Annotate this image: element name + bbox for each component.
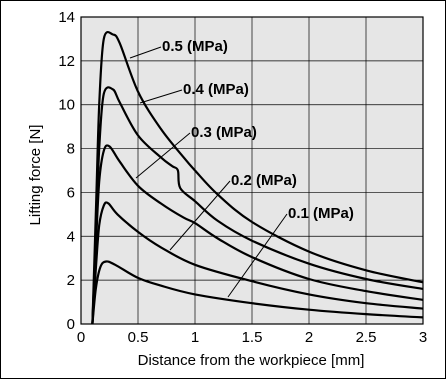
series-line-2 [91,144,424,325]
label-leaders [129,46,288,298]
series-label-0.4-mpa: 0.4 (MPa) [183,81,249,98]
y-tick-label: 8 [67,141,75,158]
y-tick-label: 2 [67,272,75,289]
x-tick-labels: 0 0.5 1 1.5 2 2.5 3 [77,329,427,346]
series-line-0 [91,30,424,325]
series-line-4 [91,260,424,325]
x-tick-label: 2.5 [356,329,377,346]
x-tick-label: 0 [77,329,85,346]
grid-lines [81,17,423,324]
leader-line-3 [169,180,231,251]
x-tick-label: 1.5 [242,329,263,346]
x-tick-label: 3 [419,329,427,346]
leader-line-2 [135,132,191,179]
y-tick-label: 0 [67,316,75,333]
series-line-1 [91,86,424,325]
x-tick-label: 1 [191,329,199,346]
series-label-0.1-mpa: 0.1 (MPa) [288,205,354,222]
series-label-0.3-mpa: 0.3 (MPa) [191,124,257,141]
series-label-0.5-mpa: 0.5 (MPa) [162,38,228,55]
y-tick-labels: 0 2 4 6 8 10 12 14 [58,9,75,333]
series-line-3 [91,201,424,325]
leader-line-4 [227,213,288,298]
series-labels: 0.5 (MPa) 0.4 (MPa) 0.3 (MPa) 0.2 (MPa) … [162,38,354,222]
plot-border [80,16,424,325]
y-tick-label: 14 [58,9,75,26]
leader-line-0 [129,46,162,59]
y-tick-label: 10 [58,97,75,114]
x-tick-label: 2 [305,329,313,346]
y-tick-label: 12 [58,53,75,70]
series-label-0.2-mpa: 0.2 (MPa) [231,172,297,189]
x-axis-label: Distance from the workpiece [mm] [138,352,365,369]
y-tick-label: 6 [67,184,75,201]
x-tick-label: 0.5 [128,329,149,346]
y-axis-label: Lifting force [N] [27,125,44,226]
series-curves [91,30,424,325]
leader-line-1 [139,89,183,104]
y-tick-label: 4 [67,228,75,245]
